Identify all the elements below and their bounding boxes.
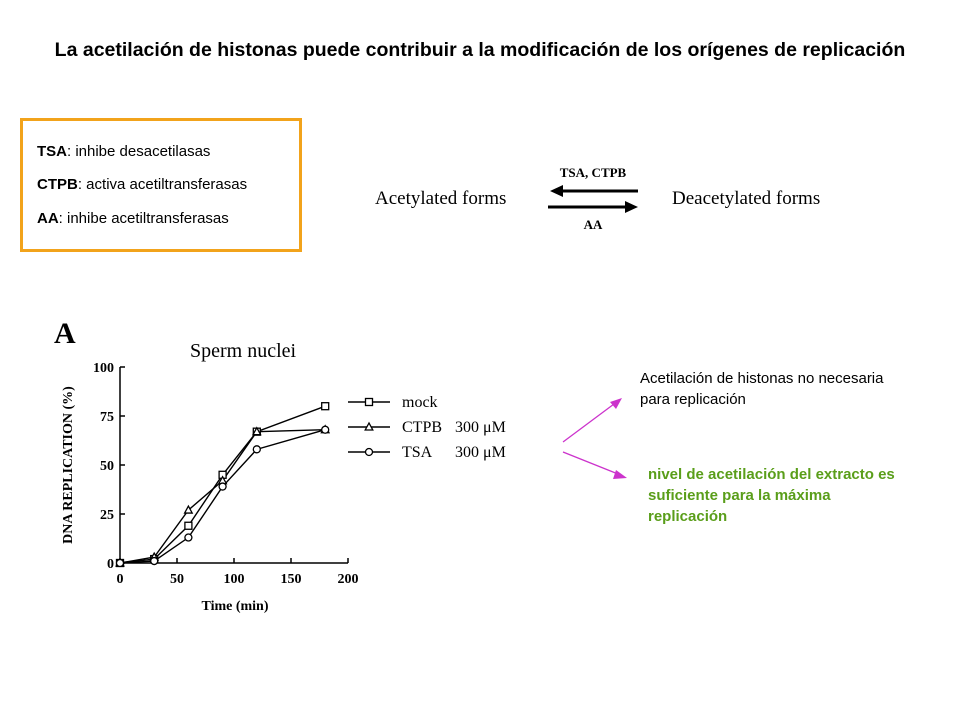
replication-chart: A Sperm nuclei DNA REPLICATION (%) Time … (54, 317, 506, 614)
x-tick-label: 0 (117, 572, 124, 587)
x-tick-label: 200 (338, 572, 359, 587)
legend-marker (364, 447, 374, 457)
legend-label-tsa: TSA (402, 444, 433, 461)
legend-item-ctpb: CTPB: activa acetiltransferasas (37, 176, 248, 193)
legend-marker (364, 397, 374, 407)
right-arrow (548, 201, 638, 213)
data-point-tsa (252, 445, 261, 454)
panel-label: A (54, 317, 76, 350)
arrow-to-note-1 (562, 398, 622, 443)
x-tick-label: 50 (170, 572, 184, 587)
legend-box: TSA: inhibe desacetilasas CTPB: activa a… (20, 118, 302, 252)
y-tick-label: 0 (107, 557, 114, 572)
note-extract-sufficient: nivel de acetilación del extracto es suf… (648, 466, 895, 525)
legend-label-mock: mock (402, 394, 438, 411)
y-tick-label: 75 (100, 410, 114, 425)
data-point-tsa (321, 425, 330, 434)
reverse-catalyst-label: AA (584, 217, 603, 232)
data-point-mock (321, 402, 330, 411)
data-point-tsa (115, 558, 125, 568)
legend-marker (364, 421, 374, 431)
x-axis-label: Time (min) (201, 599, 268, 614)
legend-label-ctpb: CTPB (402, 419, 442, 436)
series-line-ctpb (119, 429, 326, 564)
data-point-ctpb (251, 426, 262, 436)
legend-item-aa: AA: inhibe acetiltransferasas (37, 210, 229, 227)
y-tick-label: 50 (100, 459, 114, 474)
reaction-scheme: Acetylated forms Deacetylated forms TSA,… (375, 165, 820, 232)
series-line-mock (119, 405, 326, 564)
data-point-ctpb (183, 504, 194, 514)
series-line-tsa (119, 429, 326, 564)
left-arrow (550, 185, 638, 197)
legend-item-tsa: TSA: inhibe desacetilasas (37, 143, 211, 160)
x-tick-label: 100 (224, 572, 245, 587)
slide-title: La acetilación de histonas puede contrib… (54, 39, 906, 61)
acetylated-label: Acetylated forms (375, 188, 506, 209)
legend-conc-ctpb: 300 μM (455, 419, 506, 436)
deacetylated-label: Deacetylated forms (672, 188, 820, 209)
data-point-tsa (184, 533, 193, 542)
chart-title: Sperm nuclei (190, 340, 297, 362)
y-tick-label: 100 (93, 361, 114, 376)
x-tick-label: 150 (281, 572, 302, 587)
data-point-mock (184, 521, 193, 530)
data-point-tsa (150, 556, 159, 566)
y-tick-label: 25 (100, 508, 114, 523)
forward-catalyst-label: TSA, CTPB (560, 165, 627, 180)
y-axis-label: DNA REPLICATION (%) (61, 386, 76, 544)
note-acetylation-not-needed: Acetilación de histonas no necesaria par… (640, 370, 884, 408)
legend-conc-tsa: 300 μM (455, 444, 506, 461)
arrow-to-note-2 (562, 451, 627, 479)
data-point-tsa (218, 482, 227, 491)
